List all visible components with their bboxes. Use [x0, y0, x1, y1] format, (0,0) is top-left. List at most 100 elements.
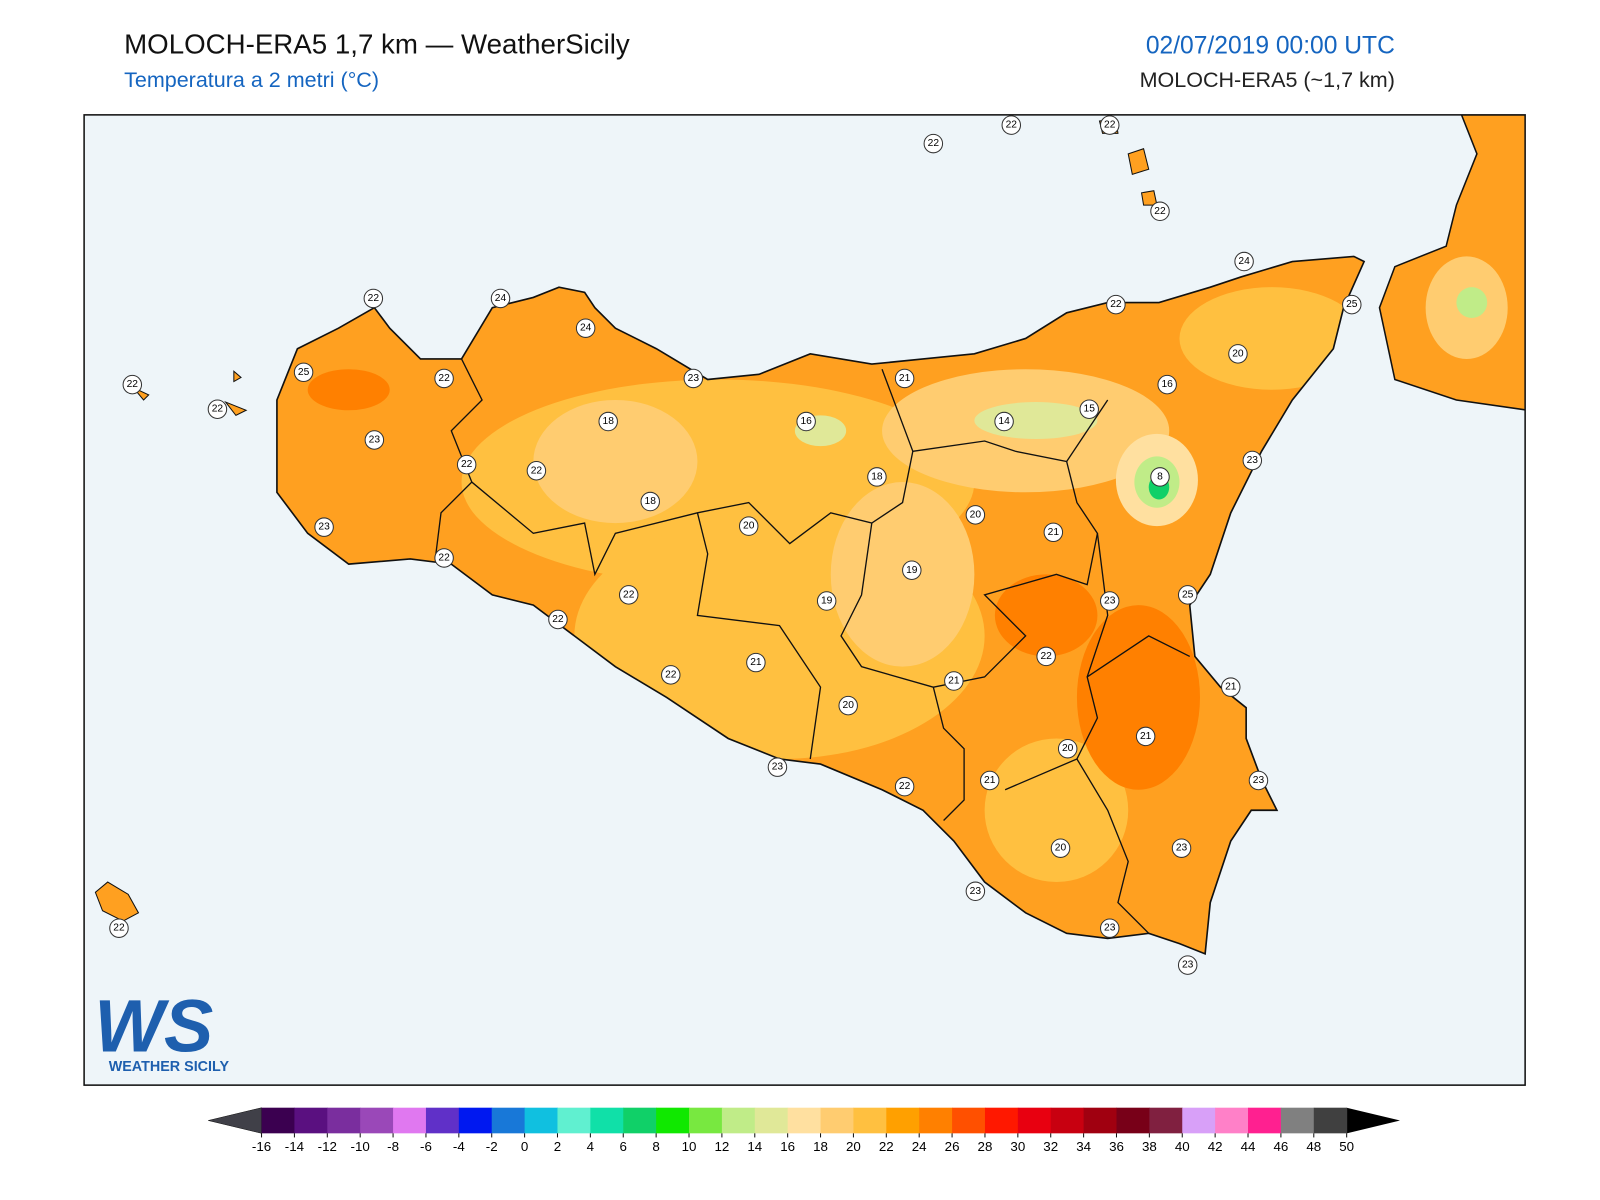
colorbar-box — [1017, 1107, 1052, 1134]
station-marker — [434, 548, 454, 568]
colorbar-label: 8 — [652, 1139, 659, 1154]
station-marker — [293, 362, 314, 383]
colorbar-label: 46 — [1273, 1139, 1288, 1154]
colorbar-box — [721, 1107, 756, 1134]
station-label: 22 — [531, 465, 543, 476]
colorbar-label: -6 — [420, 1139, 432, 1154]
colorbar-label: 2 — [554, 1139, 561, 1154]
station-label: 18 — [871, 471, 883, 482]
station-marker — [683, 368, 704, 389]
colorbar-label: 40 — [1175, 1139, 1190, 1154]
station-marker — [838, 695, 858, 716]
station-label: 20 — [1232, 348, 1244, 359]
station-marker — [575, 318, 596, 338]
date: 02/07/2019 00:00 UTC — [1146, 32, 1395, 59]
colorbar-box — [491, 1107, 526, 1134]
station-marker — [1150, 201, 1170, 222]
station-marker — [1135, 726, 1156, 747]
station-marker — [364, 430, 385, 450]
colorbar-label: 6 — [620, 1139, 627, 1154]
colorbar-box — [360, 1107, 394, 1134]
station-marker — [1228, 344, 1248, 364]
station-marker — [1099, 591, 1120, 611]
station-marker — [923, 133, 944, 154]
station-label: 25 — [1182, 589, 1194, 600]
station-marker — [1050, 838, 1071, 858]
colorbar-label: -8 — [387, 1139, 399, 1154]
station-label: 16 — [800, 416, 812, 427]
station-label: 22 — [1154, 206, 1166, 217]
colorbar-box — [1313, 1107, 1348, 1134]
station-marker — [1171, 838, 1192, 858]
colorbar-label: 12 — [714, 1139, 729, 1154]
station-label: 22 — [1104, 120, 1116, 131]
station-marker — [1099, 115, 1120, 135]
colorbar-label: -2 — [486, 1139, 498, 1154]
colorbar-box — [1280, 1107, 1315, 1134]
station-marker — [965, 505, 986, 525]
colorbar-label: 22 — [879, 1139, 894, 1154]
station-label: 23 — [369, 435, 381, 446]
station-marker — [1157, 374, 1177, 395]
station-label: 23 — [1176, 843, 1188, 854]
station-marker — [902, 560, 922, 580]
subtitle: Temperatura a 2 metri (°C) — [124, 68, 379, 92]
station-marker — [1177, 955, 1198, 975]
logo-mark: WS — [94, 984, 213, 1067]
colorbar-box — [261, 1107, 295, 1134]
station-label: 23 — [772, 762, 784, 773]
colorbar-box — [689, 1107, 723, 1134]
colorbar: -16 -14 -12 -10 -8 -6 -4 -2 0 2 4 6 8 10 12 14 16 18 20 22 2… — [208, 1107, 1400, 1154]
stations: 22 22 22 22 24 25 22 20 16 15 14 21 8 23 21 20 18 16 18 23 2… — [109, 115, 1362, 975]
colorbar-label: -16 — [252, 1139, 271, 1154]
colorbar-box — [458, 1107, 493, 1134]
station-label: 24 — [495, 293, 507, 304]
station-marker — [979, 770, 1000, 791]
colorbar-label: 18 — [813, 1139, 828, 1154]
colorbar-label: -4 — [453, 1139, 465, 1154]
station-label: 24 — [1238, 256, 1250, 267]
station-label: 8 — [1157, 471, 1163, 482]
colorbar-label: 28 — [978, 1139, 993, 1154]
station-label: 21 — [899, 373, 911, 384]
colorbar-under — [208, 1107, 262, 1134]
station-label: 14 — [998, 416, 1010, 427]
station-label: 22 — [552, 614, 564, 625]
colorbar-label: 32 — [1043, 1139, 1058, 1154]
station-marker — [944, 671, 964, 691]
station-marker — [1242, 450, 1263, 471]
station-marker — [796, 411, 816, 432]
colorbar-box — [294, 1107, 328, 1134]
station-label: 22 — [1040, 651, 1052, 662]
station-label: 21 — [1140, 731, 1152, 742]
station-marker — [1043, 522, 1064, 543]
station-label: 23 — [1253, 775, 1265, 786]
station-marker — [640, 491, 660, 512]
colorbar-box — [1248, 1107, 1282, 1134]
colorbar-box — [919, 1107, 953, 1134]
station-marker — [1234, 251, 1254, 272]
colorbar-label: 16 — [780, 1139, 795, 1154]
station-label: 23 — [1104, 923, 1116, 934]
station-label: 21 — [750, 657, 762, 668]
station-label: 21 — [1048, 527, 1060, 538]
station-marker — [1150, 467, 1170, 487]
station-marker — [1177, 585, 1198, 605]
colorbar-box — [590, 1107, 624, 1134]
colorbar-label: 10 — [682, 1139, 697, 1154]
colorbar-box — [524, 1107, 558, 1134]
logo-name: WEATHER SICILY — [109, 1059, 230, 1075]
colorbar-label: 26 — [945, 1139, 960, 1154]
colorbar-box — [656, 1107, 690, 1134]
colorbar-label: 38 — [1142, 1139, 1157, 1154]
station-marker — [965, 881, 986, 902]
colorbar-label: 48 — [1306, 1139, 1321, 1154]
station-label: 22 — [438, 373, 450, 384]
map-frame — [83, 114, 1526, 1086]
station-label: 15 — [1084, 404, 1096, 415]
station-label: 22 — [928, 138, 940, 149]
station-label: 23 — [970, 886, 982, 897]
station-label: 21 — [948, 676, 960, 687]
colorbar-box — [1182, 1107, 1216, 1134]
